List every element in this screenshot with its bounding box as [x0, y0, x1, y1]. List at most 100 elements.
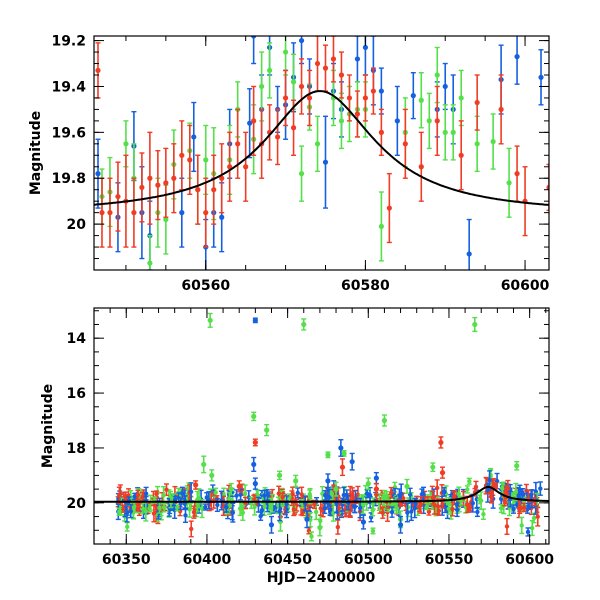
data-point: [388, 486, 394, 499]
full-panel-frame: [93, 307, 550, 545]
data-marker: [528, 492, 534, 498]
data-point: [291, 502, 297, 517]
data-point: [116, 486, 122, 504]
data-point: [504, 517, 510, 536]
data-marker: [370, 88, 376, 94]
data-point: [458, 69, 464, 127]
data-point: [470, 493, 476, 513]
data-point: [304, 510, 310, 529]
data-marker: [410, 93, 416, 99]
data-point: [131, 177, 137, 248]
data-marker: [402, 141, 408, 147]
data-marker: [131, 210, 137, 216]
data-marker: [418, 164, 424, 170]
data-marker: [465, 487, 470, 492]
full-panel-y-tick-label: 16: [67, 386, 86, 402]
data-marker: [405, 510, 410, 515]
data-marker: [535, 514, 540, 519]
data-point: [538, 49, 544, 106]
data-point: [124, 502, 130, 523]
data-point: [251, 36, 257, 65]
data-marker: [211, 187, 217, 193]
data-marker: [179, 152, 185, 158]
data-marker: [362, 44, 369, 51]
data-point: [277, 511, 283, 532]
data-marker: [203, 210, 209, 216]
data-marker: [236, 483, 242, 489]
data-marker: [268, 501, 273, 507]
data-marker: [442, 83, 448, 90]
data-marker: [251, 461, 257, 468]
data-marker: [280, 494, 285, 500]
data-marker: [95, 171, 101, 177]
data-marker: [240, 510, 246, 515]
data-point: [506, 147, 512, 218]
data-point: [330, 36, 337, 83]
data-marker: [264, 427, 270, 433]
data-marker: [276, 491, 282, 496]
data-point: [424, 502, 430, 511]
data-point: [537, 481, 543, 496]
data-point: [107, 177, 113, 248]
data-marker: [116, 509, 122, 515]
data-marker: [163, 216, 169, 223]
data-marker: [201, 461, 207, 468]
data-marker: [475, 509, 480, 515]
data-marker: [322, 506, 327, 511]
data-marker: [330, 56, 337, 62]
data-point: [322, 490, 328, 501]
data-marker: [227, 496, 232, 502]
data-marker: [312, 502, 317, 507]
data-marker: [304, 516, 310, 522]
data-marker: [490, 138, 496, 145]
data-point: [317, 518, 323, 537]
full-panel-x-tick-label: 60450: [263, 552, 312, 568]
data-point: [268, 497, 274, 511]
data-point: [325, 473, 331, 489]
data-marker: [341, 450, 347, 457]
data-point: [404, 502, 410, 523]
data-point: [389, 506, 395, 518]
data-marker: [341, 492, 347, 498]
data-point: [179, 120, 185, 191]
data-point: [434, 85, 440, 156]
data-marker: [352, 504, 357, 509]
data-point: [124, 521, 130, 532]
data-marker: [252, 481, 258, 487]
data-marker: [171, 175, 177, 181]
data-point: [373, 471, 379, 485]
data-point: [188, 520, 194, 538]
data-marker: [424, 504, 430, 509]
data-point: [378, 67, 384, 115]
data-point: [182, 507, 188, 523]
data-marker: [389, 509, 395, 515]
data-marker: [336, 506, 341, 511]
data-marker: [426, 509, 432, 514]
data-point: [386, 172, 392, 244]
data-marker: [117, 492, 122, 498]
data-point: [490, 113, 496, 170]
data-marker: [282, 49, 289, 55]
data-marker: [164, 487, 169, 492]
data-point: [503, 485, 509, 495]
data-marker: [238, 492, 243, 497]
data-marker: [259, 83, 265, 90]
data-point: [99, 177, 105, 248]
data-point: [252, 477, 258, 490]
data-marker: [474, 141, 480, 147]
data-marker: [517, 504, 522, 509]
data-marker: [318, 506, 323, 511]
data-marker: [503, 487, 509, 493]
data-point: [213, 487, 219, 498]
data-marker: [538, 486, 543, 491]
data-marker: [207, 317, 213, 323]
data-point: [258, 511, 264, 521]
data-point: [293, 474, 299, 488]
data-point: [526, 502, 532, 510]
data-marker: [378, 223, 384, 230]
data-marker: [298, 171, 305, 177]
data-marker: [481, 511, 486, 517]
data-point: [370, 67, 376, 115]
data-marker: [511, 506, 516, 512]
